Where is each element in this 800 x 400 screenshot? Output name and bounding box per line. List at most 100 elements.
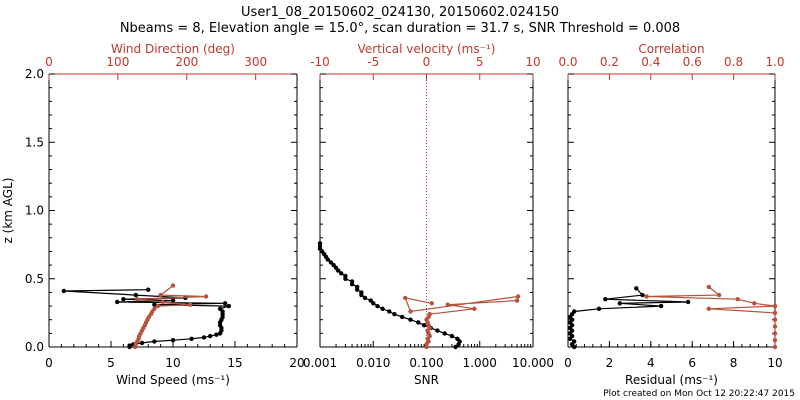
data-point-brown	[203, 294, 209, 299]
data-point-brown	[170, 283, 176, 288]
data-point-black	[146, 287, 151, 292]
data-point-black	[387, 309, 392, 314]
data-point-brown	[515, 294, 521, 299]
data-point-black	[685, 299, 691, 305]
data-point-brown	[155, 303, 160, 309]
top-tick-label: -5	[367, 55, 379, 69]
x-tick-label: 0	[45, 356, 53, 370]
data-point-black	[61, 288, 67, 294]
data-point-black	[201, 335, 207, 340]
data-point-brown	[644, 294, 649, 299]
data-point-brown	[445, 302, 450, 307]
data-point-black	[658, 303, 664, 309]
data-point-brown	[772, 310, 778, 316]
data-point-black	[416, 320, 421, 325]
x-tick-label: 10	[767, 356, 782, 370]
x-tick-label: 1.000	[463, 356, 497, 370]
figure-title-line1: User1_08_20150602_024130, 20150602.02415…	[241, 5, 559, 20]
data-point-black	[217, 306, 223, 311]
x-tick-label: 10	[165, 356, 180, 370]
data-point-black	[317, 241, 323, 246]
top-tick-label: 0.2	[600, 55, 619, 69]
top-axis-label: Correlation	[638, 42, 704, 56]
data-point-black	[380, 306, 385, 311]
x-tick-label: 0	[564, 356, 572, 370]
data-point-brown	[514, 298, 520, 303]
plot-timestamp: Plot created on Mon Oct 12 20:22:47 2015	[603, 389, 795, 399]
data-point-brown	[706, 306, 711, 311]
x-tick-label: 4	[647, 356, 655, 370]
data-point-black	[359, 290, 364, 295]
top-tick-label: 100	[106, 55, 129, 69]
x-tick-label: 8	[730, 356, 738, 370]
data-point-black	[355, 284, 360, 290]
y-tick-label: 0.5	[25, 272, 44, 286]
data-point-brown	[160, 299, 165, 305]
top-tick-label: 300	[244, 55, 267, 69]
data-point-brown	[752, 301, 757, 306]
x-axis-label: Wind Speed (ms⁻¹)	[116, 373, 230, 387]
data-point-black	[392, 312, 397, 317]
panel-snr: 0.001 0.010 0.100 1.000 10.000 SNR -10 -5 0 5 10 Ve…	[303, 42, 554, 387]
data-point-black	[375, 303, 380, 309]
data-point-black	[449, 333, 455, 339]
data-point-brown	[772, 338, 778, 343]
series-line-brown	[646, 286, 776, 347]
data-point-black	[189, 336, 194, 341]
data-point-black	[222, 301, 228, 306]
x-tick-label: 20	[289, 356, 304, 370]
data-point-black	[435, 328, 440, 333]
top-tick-label: 10	[525, 55, 540, 69]
data-point-black	[368, 298, 373, 303]
data-point-brown	[772, 331, 778, 336]
data-point-brown	[158, 292, 163, 298]
x-tick-label: 2	[606, 356, 614, 370]
data-point-brown	[472, 306, 477, 311]
data-point-black	[408, 317, 413, 322]
data-point-black	[331, 262, 336, 268]
data-point-brown	[427, 312, 432, 317]
data-point-brown	[772, 303, 778, 309]
panel-wind: 0 5 10 15 20 Wind Speed (ms⁻¹) 0 100 200 300 Wind …	[1, 42, 305, 387]
y-tick-label: 1.0	[25, 204, 44, 218]
top-tick-label: 0.0	[558, 55, 577, 69]
y-axis-label: z (km AGL)	[1, 178, 15, 244]
data-point-black	[170, 338, 176, 343]
data-point-black	[115, 299, 120, 305]
data-point-black	[170, 298, 176, 303]
data-point-brown	[772, 317, 778, 322]
data-point-black	[127, 343, 132, 348]
data-point-brown	[772, 344, 778, 350]
data-point-black	[343, 273, 348, 279]
top-axis-label: Wind Direction (deg)	[111, 42, 235, 56]
data-point-black	[133, 292, 138, 298]
data-point-black	[339, 271, 344, 276]
data-point-black	[226, 303, 231, 309]
x-axis-label: Residual (ms⁻¹)	[625, 373, 718, 387]
data-point-black	[453, 344, 458, 350]
data-point-black	[421, 323, 427, 328]
data-point-black	[442, 331, 447, 336]
data-point-black	[214, 332, 219, 337]
data-point-black	[152, 339, 157, 344]
y-tick-label: 1.5	[25, 135, 44, 149]
top-tick-label: 0.4	[641, 55, 660, 69]
data-point-black	[572, 309, 577, 314]
data-point-black	[455, 336, 460, 341]
data-point-brown	[716, 292, 722, 298]
top-tick-label: -10	[310, 55, 330, 69]
series-line-brown	[404, 295, 519, 347]
top-tick-label: 1.0	[765, 55, 784, 69]
data-point-brown	[403, 295, 408, 301]
data-point-black	[572, 339, 577, 344]
data-point-black	[152, 302, 157, 307]
x-tick-label: 10.000	[512, 356, 554, 370]
x-tick-label: 0.100	[409, 356, 443, 370]
data-point-black	[617, 301, 622, 306]
figure-title-line2: Nbeams = 8, Elevation angle = 15.0°, sca…	[120, 21, 680, 36]
y-tick-label: 2.0	[25, 67, 44, 81]
panel-residual: 0 2 4 6 8 10 Residual (ms⁻¹) 0.0 0.2 0.4 0.6 0.8 1.0…	[558, 42, 784, 387]
top-tick-label: 0	[45, 55, 53, 69]
